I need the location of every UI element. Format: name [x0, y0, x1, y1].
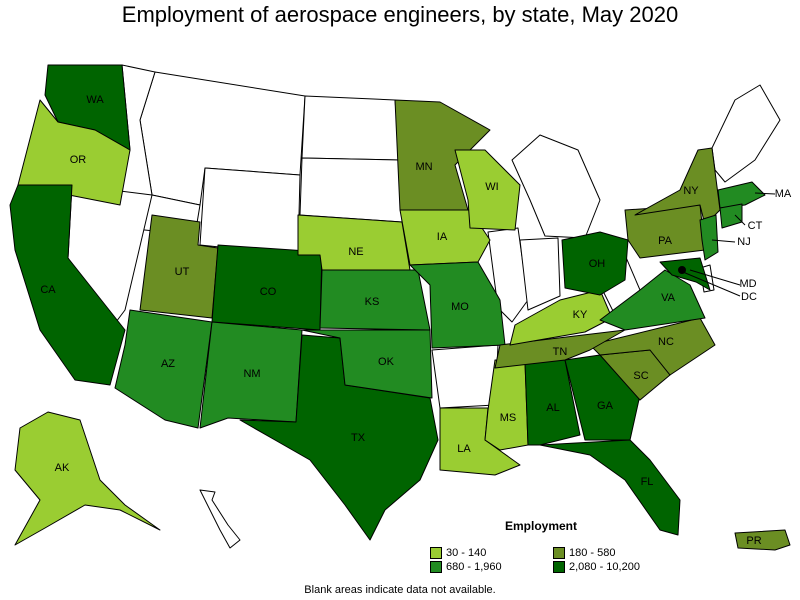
label-pa: PA [658, 235, 673, 247]
state-nm[interactable] [199, 321, 303, 429]
footnote: Blank areas indicate data not available. [304, 584, 496, 596]
label-oh: OH [589, 258, 606, 270]
data-states [9, 64, 791, 551]
label-ca: CA [40, 284, 56, 296]
legend-swatch-tier3 [430, 561, 442, 573]
state-nj[interactable] [699, 214, 719, 261]
label-mn: MN [415, 161, 432, 173]
label-nc: NC [658, 336, 674, 348]
label-az: AZ [161, 358, 175, 370]
label-fl: FL [641, 476, 654, 488]
state-ak[interactable] [14, 411, 161, 546]
state-wy[interactable] [199, 167, 301, 256]
label-ga: GA [597, 400, 614, 412]
label-md: MD [739, 278, 756, 290]
state-ar[interactable] [431, 344, 499, 409]
label-wi: WI [485, 181, 498, 193]
legend-item-tier2: 180 - 580 [553, 547, 615, 559]
state-ny[interactable] [634, 147, 721, 226]
state-fl[interactable] [539, 439, 681, 536]
legend-title: Employment [505, 519, 578, 533]
map-title: Employment of aerospace engineers, by st… [121, 2, 679, 27]
label-la: LA [457, 443, 471, 455]
state-wi[interactable] [454, 149, 521, 231]
state-md[interactable] [659, 257, 711, 291]
legend-swatch-tier4 [553, 561, 565, 573]
label-co: CO [260, 286, 277, 298]
state-ct[interactable] [719, 203, 743, 229]
state-pr[interactable] [734, 529, 791, 551]
legend-label-tier1: 30 - 140 [446, 547, 487, 559]
label-ky: KY [573, 309, 588, 321]
legend-item-tier3: 680 - 1,960 [430, 561, 502, 573]
legend-label-tier2: 180 - 580 [569, 547, 616, 559]
label-nj: NJ [737, 236, 750, 248]
label-wa: WA [86, 94, 104, 106]
legend-label-tier3: 680 - 1,960 [446, 561, 502, 573]
legend-item-tier1: 30 - 140 [430, 547, 486, 559]
callout-lines [682, 192, 776, 297]
label-ks: KS [365, 296, 380, 308]
state-pa[interactable] [624, 204, 706, 259]
legend-swatch-tier1 [430, 547, 442, 559]
label-dc: DC [741, 291, 757, 303]
state-tn[interactable] [494, 329, 626, 369]
state-va[interactable] [599, 269, 706, 331]
label-mo: MO [451, 301, 469, 313]
state-sd[interactable] [299, 157, 403, 223]
label-va: VA [661, 292, 676, 304]
state-ia[interactable] [399, 209, 491, 266]
state-oh[interactable] [561, 231, 629, 296]
state-hi[interactable] [199, 489, 241, 549]
label-ia: IA [437, 231, 448, 243]
label-tx: TX [351, 432, 366, 444]
state-in[interactable] [519, 237, 561, 311]
label-ne: NE [348, 246, 363, 258]
state-mi[interactable] [511, 134, 601, 239]
label-sc: SC [633, 370, 648, 382]
state-nd[interactable] [301, 95, 401, 161]
state-vt-nh-me[interactable] [711, 84, 781, 183]
label-ut: UT [175, 266, 190, 278]
label-al: AL [546, 402, 559, 414]
label-ny: NY [683, 185, 699, 197]
label-ms: MS [500, 412, 517, 424]
label-ma: MA [775, 188, 792, 200]
state-labels: WA OR CA AK UT CO AZ NM TX OK KS NE MN I… [40, 94, 792, 547]
legend-item-tier4: 2,080 - 10,200 [553, 561, 640, 573]
state-ma[interactable] [717, 181, 766, 209]
label-or: OR [70, 154, 87, 166]
state-ca[interactable] [9, 184, 126, 386]
label-ct: CT [748, 220, 763, 232]
label-ak: AK [55, 462, 70, 474]
label-ok: OK [378, 356, 395, 368]
legend-label-tier4: 2,080 - 10,200 [569, 561, 640, 573]
blank-states [67, 64, 781, 549]
label-tn: TN [553, 346, 568, 358]
label-pr: PR [746, 535, 761, 547]
legend-swatch-tier2 [553, 547, 565, 559]
label-nm: NM [243, 368, 260, 380]
state-dc[interactable] [678, 266, 686, 274]
